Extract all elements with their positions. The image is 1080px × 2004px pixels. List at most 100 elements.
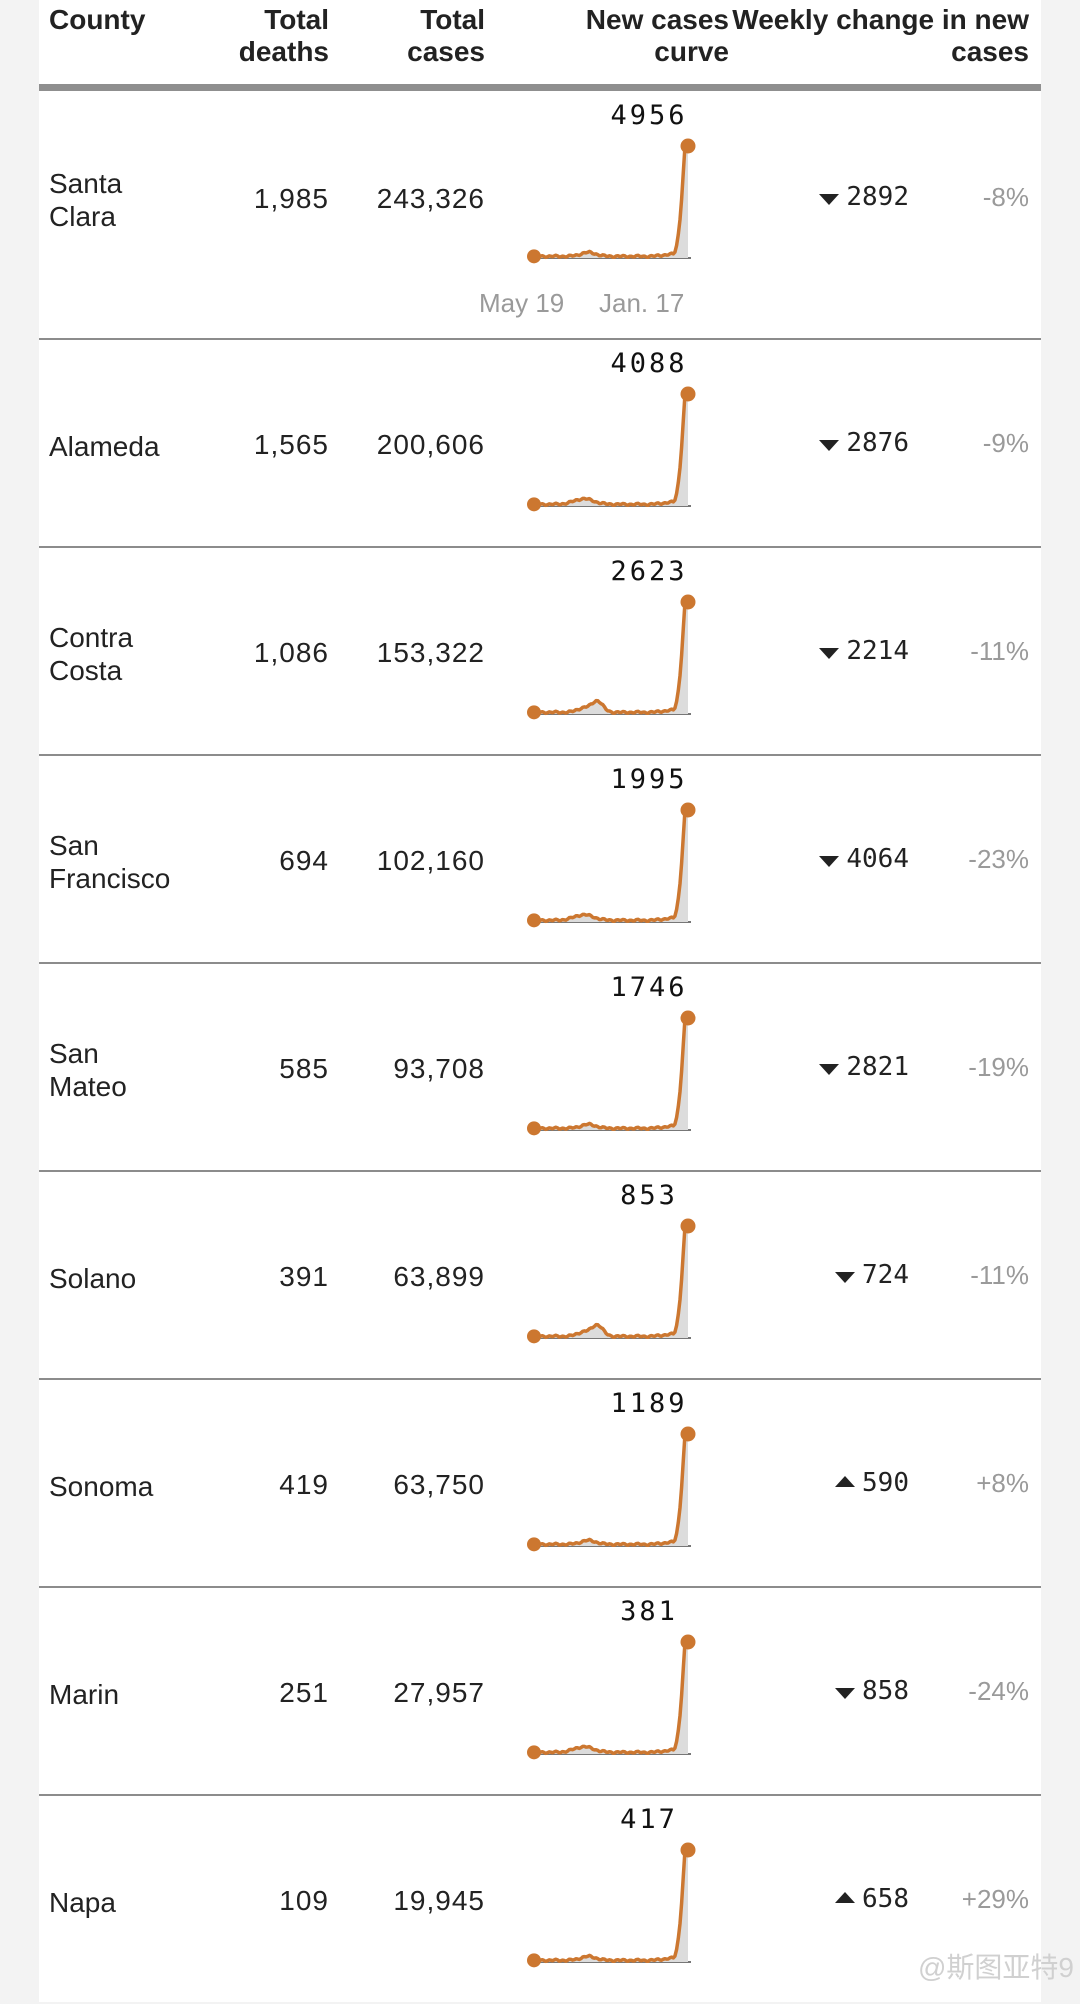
county-name: Alameda (49, 430, 199, 463)
peak-value-label: 1746 (610, 972, 688, 1003)
new-cases-sparkline (527, 802, 696, 928)
sparkline-start-dot (527, 1953, 541, 1968)
total-deaths: 1,985 (253, 183, 329, 214)
covid-county-table: County Total deaths Total cases New case… (39, 0, 1041, 2002)
table-row: Sonoma 419 63,750 1189 590 +8% (39, 1378, 1041, 1586)
sparkline-peak-dot (680, 386, 696, 402)
county-name-line: Francisco (49, 863, 171, 894)
total-cases: 27,957 (393, 1677, 485, 1708)
county-name: San Mateo (49, 1037, 199, 1103)
county-name-line: Costa (49, 655, 123, 686)
total-cases: 63,899 (393, 1261, 485, 1292)
down-arrow-icon (819, 648, 839, 659)
county-name: Marin (49, 1678, 199, 1711)
down-arrow-icon (819, 194, 839, 205)
sparkline-line (533, 1432, 688, 1548)
sparkline-start-dot (527, 249, 541, 264)
weekly-change-percent: -9% (982, 428, 1029, 458)
sparkline-start-dot (527, 1329, 541, 1344)
weekly-change-value: 4064 (846, 844, 909, 874)
cases-header-line1: Total (420, 4, 485, 35)
table-row: Alameda 1,565 200,606 4088 2876 -9% (39, 338, 1041, 546)
new-cases-sparkline (527, 594, 696, 720)
county-name-line: Marin (49, 1678, 120, 1710)
sparkline-start-dot (527, 705, 541, 720)
change-header: Weekly change in new cases (729, 4, 1029, 68)
sparkline-area (534, 1850, 688, 1962)
peak-value-label: 417 (620, 1804, 678, 1835)
cases-header-line2: cases (407, 36, 485, 67)
peak-value-label: 1189 (610, 1388, 688, 1419)
weekly-change-value: 2876 (846, 428, 909, 458)
sparkline-start-dot (527, 1121, 541, 1136)
new-cases-sparkline (527, 1426, 696, 1552)
county-name-line: Alameda (49, 430, 160, 462)
peak-value-label: 4956 (610, 100, 688, 131)
county-header: County (49, 4, 145, 36)
sparkline-start-dot (527, 1745, 541, 1760)
sparkline-area (534, 394, 688, 506)
county-header-label: County (49, 4, 146, 35)
up-arrow-icon (835, 1476, 855, 1487)
sparkline-line (533, 808, 688, 924)
weekly-change-value: 658 (862, 1884, 909, 1914)
county-name-line: Contra (49, 622, 134, 653)
peak-value-label: 2623 (610, 556, 688, 587)
total-cases: 153,322 (376, 637, 485, 668)
county-name-line: Sonoma (49, 1470, 154, 1502)
sparkline-start-dot (527, 1537, 541, 1552)
county-name: Santa Clara (49, 167, 199, 233)
total-deaths: 419 (279, 1469, 329, 1500)
total-cases: 243,326 (376, 183, 485, 214)
weekly-change-value: 590 (862, 1468, 909, 1498)
weekly-change-percent: -23% (968, 844, 1029, 874)
table-row: San Mateo 585 93,708 1746 2821 -19% (39, 962, 1041, 1170)
change-header-line1: Weekly change in new (732, 4, 1029, 35)
sparkline-line (533, 144, 688, 260)
total-cases: 19,945 (393, 1885, 485, 1916)
total-cases: 102,160 (376, 845, 485, 876)
new-cases-sparkline (527, 386, 696, 512)
peak-value-label: 853 (620, 1180, 678, 1211)
county-name-line: San (49, 830, 99, 861)
weekly-change-percent: -8% (982, 182, 1029, 212)
sparkline-area (534, 1018, 688, 1130)
down-arrow-icon (835, 1688, 855, 1699)
new-cases-sparkline (527, 1842, 696, 1968)
table-row: San Francisco 694 102,160 1995 4064 -23% (39, 754, 1041, 962)
sparkline-peak-dot (680, 1426, 696, 1442)
sparkline-area (534, 1226, 688, 1338)
sparkline-peak-dot (680, 1218, 696, 1234)
new-cases-sparkline (527, 138, 696, 264)
county-name-line: Napa (49, 1886, 116, 1918)
weekly-change-percent: +8% (976, 1468, 1029, 1498)
weekly-change-percent: -11% (970, 636, 1029, 666)
county-name: San Francisco (49, 829, 199, 895)
new-cases-sparkline (527, 1634, 696, 1760)
table-header: County Total deaths Total cases New case… (39, 0, 1041, 91)
total-deaths: 694 (279, 845, 329, 876)
deaths-header: Total deaths (179, 4, 329, 68)
sparkline-start-dot (527, 497, 541, 512)
deaths-header-line1: Total (264, 4, 329, 35)
deaths-header-line2: deaths (238, 36, 329, 67)
sparkline-area (534, 810, 688, 922)
change-header-line2: cases (951, 36, 1029, 67)
total-deaths: 109 (279, 1885, 329, 1916)
down-arrow-icon (835, 1272, 855, 1283)
sparkline-peak-dot (680, 138, 696, 154)
peak-value-label: 1995 (610, 764, 688, 795)
down-arrow-icon (819, 1064, 839, 1075)
curve-header-line1: New cases (585, 4, 729, 35)
new-cases-sparkline (527, 1010, 696, 1136)
county-name-line: Santa (49, 168, 123, 199)
table-row: Santa Clara 1,985 243,326 4956 2892 -8% (39, 86, 1041, 338)
new-cases-sparkline (527, 1218, 696, 1344)
sparkline-peak-dot (680, 594, 696, 610)
cases-header: Total cases (329, 4, 485, 68)
watermark: @斯图亚特9 (918, 1952, 1074, 1983)
total-deaths: 1,565 (253, 429, 329, 460)
sparkline-peak-dot (680, 1634, 696, 1650)
peak-value-label: 4088 (610, 348, 688, 379)
table-row: Contra Costa 1,086 153,322 2623 2214 -11% (39, 546, 1041, 754)
